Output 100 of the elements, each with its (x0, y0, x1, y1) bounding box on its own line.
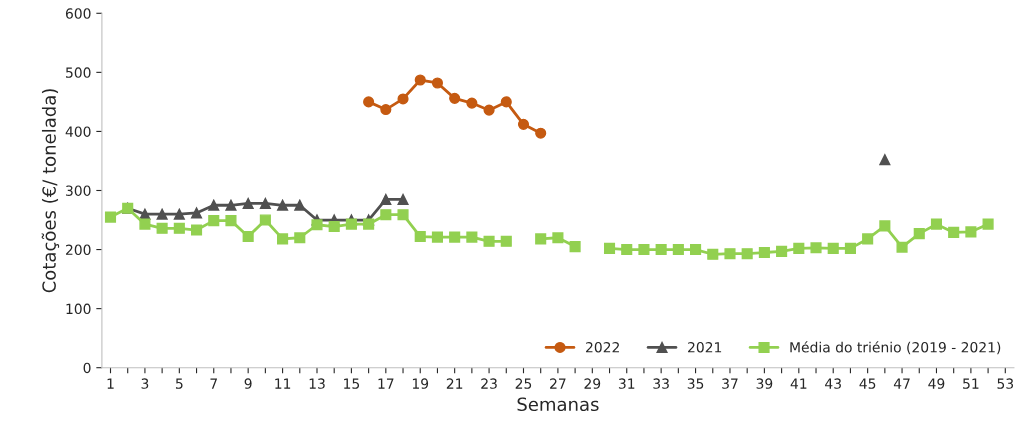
x-axis-title: Semanas (517, 397, 599, 412)
point (827, 242, 839, 254)
point (380, 193, 392, 205)
point (345, 218, 357, 230)
y-tick-label: 200 (65, 244, 91, 256)
point (982, 218, 994, 230)
point (466, 231, 478, 243)
point (879, 154, 891, 166)
x-tick-label: 1 (107, 378, 114, 389)
point (259, 197, 271, 210)
x-tick-label: 23 (481, 378, 497, 389)
point (139, 218, 151, 230)
x-tick-label: 53 (997, 378, 1014, 389)
point (328, 220, 340, 233)
point (225, 199, 237, 211)
point (294, 232, 306, 244)
x-tick-label: 27 (550, 378, 566, 389)
y-tick-label: 300 (66, 185, 91, 196)
point (397, 209, 409, 221)
x-tick-label: 13 (309, 378, 325, 389)
point (173, 208, 185, 220)
point (793, 242, 805, 254)
point (844, 242, 856, 254)
point (500, 96, 512, 108)
legend-label: 2022 (586, 341, 619, 353)
x-tick-label: 15 (344, 378, 360, 389)
x-tick-label: 39 (756, 378, 773, 389)
point (913, 228, 925, 240)
x-tick-label: 35 (687, 378, 704, 389)
point (776, 245, 788, 257)
point (414, 231, 426, 243)
y-tick-label: 600 (65, 8, 91, 19)
x-tick-label: 21 (446, 378, 463, 389)
point (311, 219, 323, 231)
point (156, 208, 168, 220)
point (173, 222, 185, 234)
point (414, 74, 426, 86)
point (225, 215, 237, 227)
point (208, 215, 220, 227)
point (758, 246, 770, 259)
x-tick-label: 11 (275, 378, 291, 389)
x-tick-label: 7 (210, 378, 217, 389)
point (190, 207, 203, 219)
point (896, 241, 908, 253)
point (242, 231, 254, 243)
y-tick-label: 0 (83, 362, 91, 374)
x-tick-label: 33 (653, 378, 669, 389)
point (190, 224, 203, 236)
point (259, 214, 271, 226)
point (380, 104, 392, 116)
y-tick-label: 400 (65, 126, 91, 137)
point (277, 233, 289, 245)
x-tick-label: 25 (515, 378, 532, 389)
point (948, 226, 960, 238)
point (724, 248, 736, 260)
point (707, 248, 719, 260)
legend-label: Média do triénio (2019 - 2021) (790, 341, 1001, 355)
x-tick-label: 19 (412, 378, 429, 389)
point (517, 118, 530, 130)
point (965, 226, 977, 238)
x-tick-label: 17 (378, 378, 394, 389)
point (862, 233, 874, 245)
point (535, 127, 547, 139)
point (741, 248, 753, 260)
x-tick-label: 51 (963, 378, 979, 389)
point (466, 97, 478, 109)
point (672, 244, 684, 256)
point (655, 244, 667, 256)
point (621, 244, 633, 256)
point (277, 199, 289, 211)
y-axis-title: Cotações (€/ tonelada) (41, 89, 60, 293)
point (363, 96, 375, 108)
point (242, 197, 254, 210)
x-tick-label: 45 (859, 378, 876, 389)
point (431, 231, 444, 243)
point (603, 242, 616, 254)
point (156, 222, 168, 234)
x-tick-label: 43 (825, 378, 841, 389)
y-tick-label: 100 (66, 303, 91, 315)
point (397, 193, 409, 205)
point (569, 241, 581, 253)
legend-label: 2021 (688, 341, 722, 353)
point (294, 199, 306, 211)
point (431, 77, 444, 89)
x-tick-label: 41 (790, 378, 807, 389)
x-tick-label: 29 (584, 378, 601, 389)
x-tick-label: 9 (244, 378, 252, 389)
point (208, 199, 220, 211)
point (879, 220, 891, 232)
y-tick-label: 500 (66, 67, 91, 78)
point (139, 208, 151, 220)
x-tick-label: 47 (893, 378, 910, 389)
point (535, 233, 547, 245)
point (552, 232, 564, 244)
point (104, 211, 117, 223)
x-tick-label: 49 (928, 378, 945, 389)
x-tick-label: 31 (618, 378, 635, 389)
x-tick-label: 5 (175, 378, 183, 389)
x-tick-label: 3 (141, 378, 149, 389)
point (380, 209, 392, 221)
